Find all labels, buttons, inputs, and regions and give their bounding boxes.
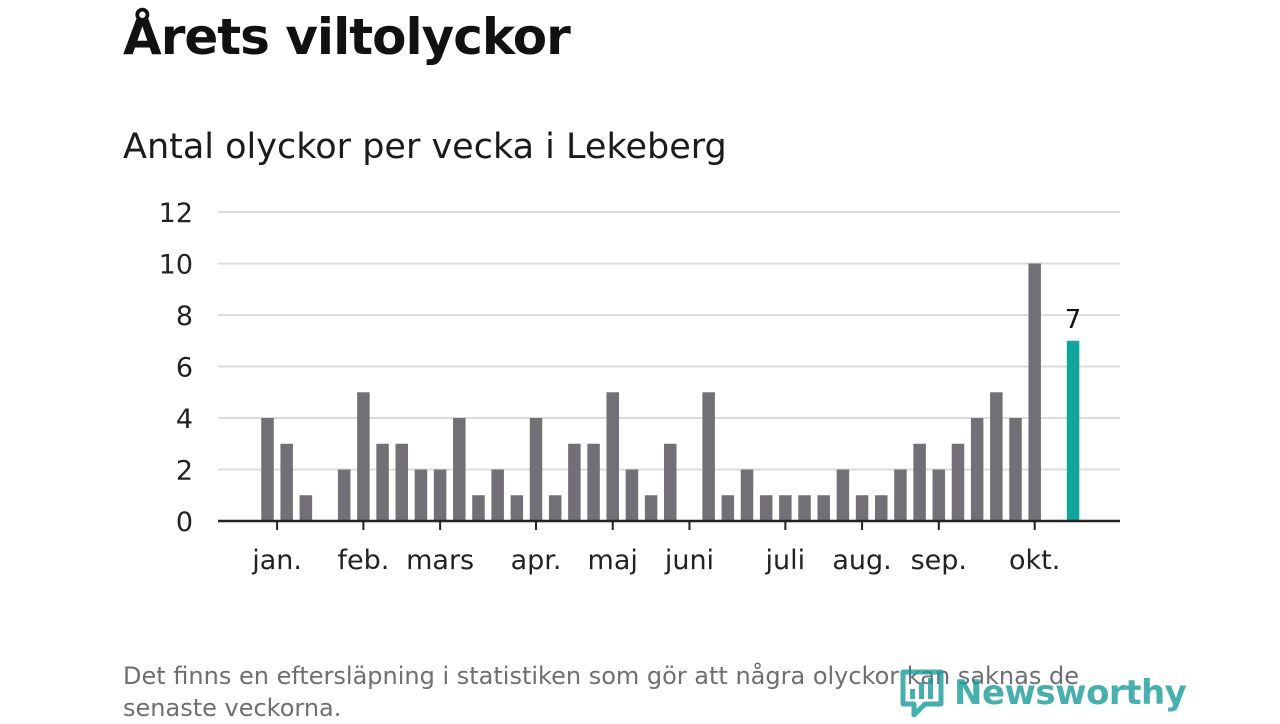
data-label: 7 bbox=[1065, 305, 1082, 335]
bar bbox=[510, 495, 524, 521]
bar bbox=[644, 495, 658, 521]
bar bbox=[376, 443, 389, 521]
x-tick-label: jan. bbox=[251, 545, 302, 576]
y-tick-label: 8 bbox=[176, 301, 193, 332]
bar bbox=[587, 443, 600, 521]
bar bbox=[836, 469, 850, 521]
bar bbox=[1009, 418, 1022, 521]
x-tick-label: maj bbox=[588, 545, 638, 576]
bar bbox=[759, 495, 773, 521]
bar bbox=[357, 392, 370, 521]
bar bbox=[664, 443, 677, 521]
brand-name: Newsworthy bbox=[954, 673, 1187, 713]
bar bbox=[491, 469, 504, 521]
bar bbox=[932, 469, 946, 521]
bar-highlight bbox=[1066, 340, 1080, 521]
bar bbox=[740, 469, 754, 521]
bar-chart: 0 2 4 6 8 10 12 7 jan. feb. mars apr. maj juni juli aug… bbox=[159, 198, 1120, 576]
bar bbox=[702, 392, 715, 521]
y-tick-label: 4 bbox=[176, 404, 193, 435]
bar bbox=[625, 469, 639, 521]
bar bbox=[280, 443, 293, 521]
y-tick-label: 0 bbox=[176, 507, 193, 538]
y-tick-label: 12 bbox=[159, 198, 193, 229]
y-tick-label: 6 bbox=[176, 353, 193, 384]
bar bbox=[414, 469, 428, 521]
x-tick-label: juli bbox=[765, 545, 806, 576]
bar bbox=[299, 495, 313, 521]
bar bbox=[337, 469, 351, 521]
bar bbox=[606, 392, 619, 521]
bar bbox=[970, 418, 984, 521]
bar bbox=[261, 418, 274, 521]
x-tick-label: apr. bbox=[511, 545, 562, 576]
bar bbox=[798, 495, 811, 521]
bar bbox=[855, 495, 869, 521]
footnote: Det finns en eftersläpning i statistiken… bbox=[123, 662, 1079, 722]
x-tick-label: sep. bbox=[911, 545, 967, 576]
brand-logo: Newsworthy bbox=[900, 668, 1187, 718]
chart-title: Årets viltolyckor bbox=[123, 8, 571, 66]
bar bbox=[568, 443, 581, 521]
bar bbox=[395, 443, 409, 521]
x-tick-label: mars bbox=[406, 545, 474, 576]
x-tick-label: juni bbox=[664, 545, 714, 576]
bar bbox=[472, 495, 485, 521]
x-tick-label: feb. bbox=[337, 545, 389, 576]
bar bbox=[951, 443, 965, 521]
bar bbox=[894, 469, 907, 521]
bar bbox=[875, 495, 888, 521]
newsworthy-logo-icon bbox=[900, 669, 944, 717]
bar bbox=[548, 495, 562, 521]
chart-subtitle: Antal olyckor per vecka i Lekeberg bbox=[123, 127, 727, 167]
bar bbox=[453, 418, 466, 521]
bar bbox=[529, 418, 543, 521]
y-tick-label: 2 bbox=[176, 456, 193, 487]
bar bbox=[990, 392, 1003, 521]
x-tick-label: okt. bbox=[1009, 545, 1060, 576]
bar bbox=[1028, 263, 1041, 521]
bar bbox=[913, 443, 926, 521]
bar bbox=[779, 495, 792, 521]
bar bbox=[817, 495, 830, 521]
x-tick-label: aug. bbox=[832, 545, 891, 576]
bar bbox=[721, 495, 735, 521]
bar bbox=[433, 469, 447, 521]
y-tick-label: 10 bbox=[159, 250, 193, 281]
